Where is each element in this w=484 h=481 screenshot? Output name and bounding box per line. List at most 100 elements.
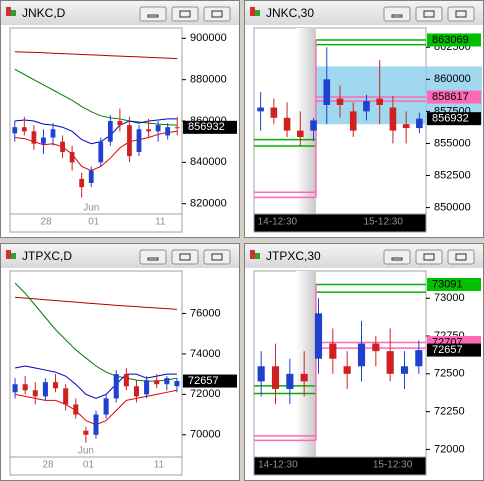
title-bar — [245, 244, 483, 268]
candle-body — [372, 343, 380, 352]
candle-body — [93, 414, 99, 435]
price-label: 858617 — [432, 91, 469, 103]
window-title: JNKC,30 — [266, 6, 314, 20]
window-icon — [11, 253, 16, 259]
candle-body — [83, 430, 89, 435]
window-icon — [6, 250, 11, 259]
candle-body — [32, 390, 38, 397]
candle-body — [164, 378, 170, 385]
moving-average — [14, 68, 178, 126]
candle-body — [53, 382, 59, 389]
window-title: JNKC,D — [22, 6, 66, 20]
window-button[interactable] — [383, 6, 411, 22]
y-tick-label: 72000 — [190, 388, 221, 400]
moving-average — [14, 130, 178, 172]
price-label: 863069 — [432, 34, 469, 46]
x-month-label: Jun — [78, 446, 94, 457]
y-tick-label: 855000 — [434, 137, 471, 149]
window-button-glyph — [391, 14, 403, 18]
window-button-glyph — [455, 10, 467, 18]
window-button[interactable] — [415, 6, 443, 22]
window-button[interactable] — [203, 249, 231, 265]
candle-body — [98, 141, 104, 163]
window-icon — [6, 7, 11, 16]
price-label: 856932 — [188, 121, 225, 133]
price-label: 856932 — [432, 113, 469, 125]
y-tick-label: 73000 — [434, 292, 465, 304]
candle-body — [41, 137, 46, 144]
window-button-glyph — [147, 14, 159, 18]
title-bar — [1, 1, 239, 25]
window-button[interactable] — [203, 6, 231, 22]
candle-body — [107, 121, 113, 142]
candle-body — [31, 131, 37, 144]
price-label-bg — [183, 374, 237, 388]
window-button[interactable] — [447, 6, 475, 22]
window-button[interactable] — [139, 249, 167, 265]
window-button[interactable] — [415, 249, 443, 265]
x-tick-label: 28 — [40, 217, 52, 228]
candle-body — [73, 404, 79, 415]
candle-body — [257, 107, 264, 112]
candle-body — [357, 343, 366, 367]
price-label-bg — [427, 343, 481, 357]
window-button-glyph — [423, 10, 435, 18]
window-button-glyph — [147, 257, 159, 261]
moving-average — [14, 118, 178, 145]
candle-body — [323, 79, 331, 105]
y-tick-label: 840000 — [190, 156, 227, 168]
candle-body — [271, 366, 280, 389]
candle-body — [415, 350, 423, 367]
window-button-glyph — [391, 257, 403, 261]
candle-body — [136, 129, 142, 152]
y-tick-label: 76000 — [190, 307, 221, 319]
candle-body — [144, 380, 150, 395]
candle-body — [146, 129, 151, 132]
candle-body — [310, 120, 317, 131]
window-button-glyph — [211, 253, 223, 261]
window-button[interactable] — [139, 6, 167, 22]
window-icon — [255, 10, 260, 16]
y-tick-label: 72000 — [434, 443, 465, 455]
price-label-bg — [427, 112, 481, 126]
candle-body — [42, 382, 48, 397]
title-bar — [1, 244, 239, 268]
x-tick-label: 01 — [83, 460, 95, 471]
candle-body — [113, 374, 119, 399]
candle-body — [21, 127, 27, 132]
candle-body — [117, 121, 123, 126]
price-label: 72657 — [188, 375, 219, 387]
window-button-glyph — [179, 253, 191, 261]
x-tick-label: 15-12:30 — [373, 460, 413, 471]
window-icon — [250, 7, 255, 16]
candle-body — [336, 98, 344, 105]
window-button-glyph — [179, 10, 191, 18]
x-axis-bar — [9, 213, 183, 233]
window-button[interactable] — [383, 249, 411, 265]
price-label: 73091 — [432, 278, 463, 290]
moving-average — [14, 365, 177, 399]
price-label-bg — [183, 120, 237, 134]
x-month-label: Jun — [83, 203, 99, 214]
price-label-bg — [427, 33, 481, 47]
candle-body — [349, 111, 357, 131]
moving-average — [14, 51, 178, 60]
moving-average — [14, 282, 178, 382]
x-axis-bar — [253, 213, 427, 233]
candle-body — [376, 98, 383, 105]
candle-body — [416, 118, 423, 129]
candle-body — [174, 127, 180, 129]
candle-body — [283, 117, 291, 131]
window-button[interactable] — [171, 249, 199, 265]
price-label-bg — [427, 90, 481, 104]
y-tick-label: 820000 — [190, 198, 227, 210]
candle-body — [270, 107, 278, 118]
candle-body — [155, 125, 161, 132]
candle-body — [60, 141, 65, 152]
candle-body — [79, 178, 85, 188]
window-button[interactable] — [171, 6, 199, 22]
window-button[interactable] — [447, 249, 475, 265]
window-title: JTPXC,D — [22, 249, 72, 263]
x-tick-label: 11 — [155, 217, 166, 228]
